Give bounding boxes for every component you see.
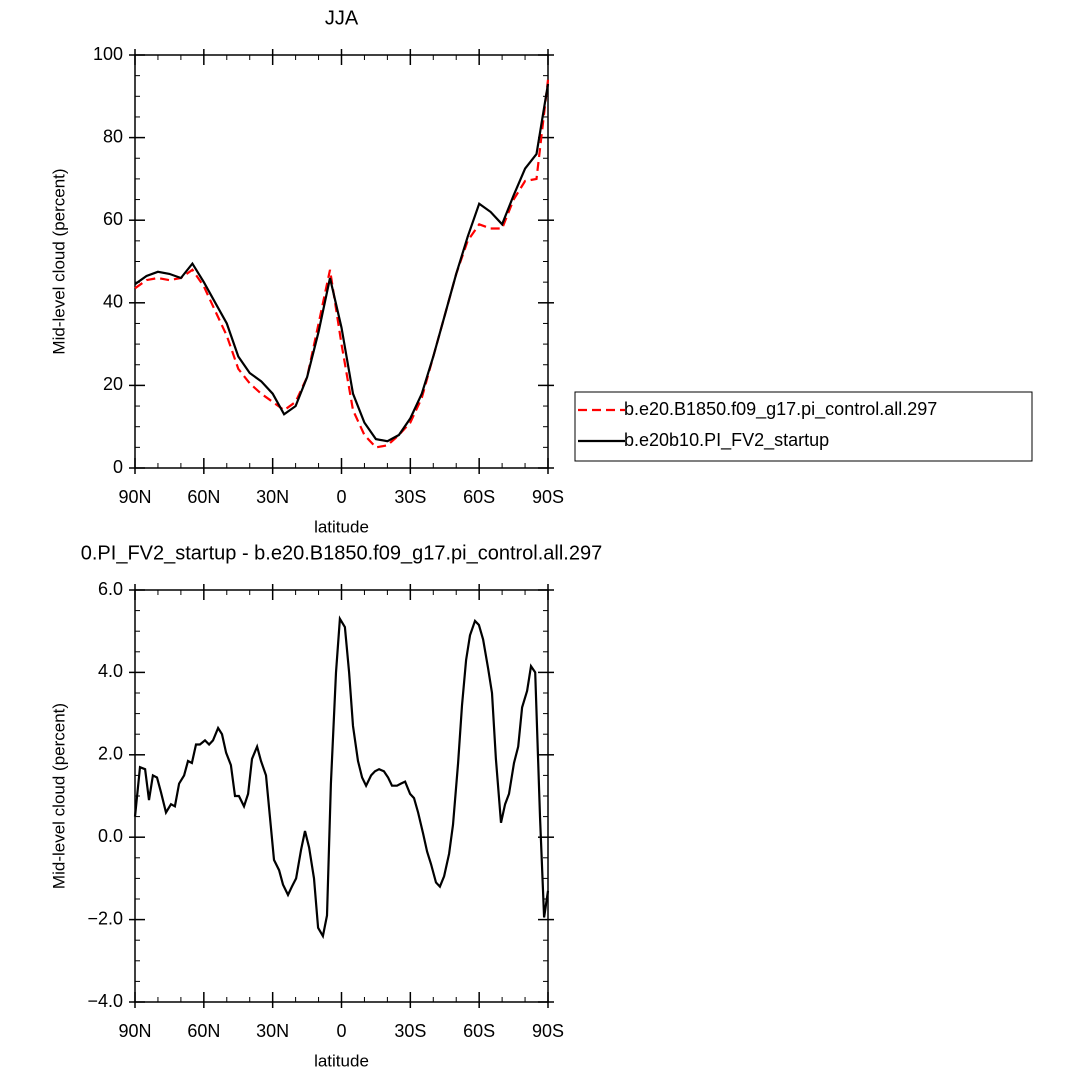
y-tick-label: 100: [93, 44, 123, 64]
y-axis-label: Mid-level cloud (percent): [49, 703, 68, 889]
x-tick-label: 60N: [187, 1021, 220, 1041]
y-axis-label: Mid-level cloud (percent): [49, 168, 68, 354]
data-line: [134, 79, 550, 449]
x-tick-label: 0: [336, 1021, 346, 1041]
y-tick-label: −4.0: [87, 991, 123, 1011]
legend-label: b.e20b10.PI_FV2_startup: [624, 430, 829, 451]
legend-label: b.e20.B1850.f09_g17.pi_control.all.297: [624, 399, 937, 420]
y-tick-label: 40: [103, 292, 123, 312]
x-axis-label: latitude: [314, 517, 369, 536]
y-tick-label: 60: [103, 209, 123, 229]
x-tick-label: 60S: [463, 1021, 495, 1041]
y-tick-label: 80: [103, 126, 123, 146]
x-tick-label: 30N: [256, 487, 289, 507]
x-tick-label: 90N: [118, 1021, 151, 1041]
x-tick-label: 60N: [187, 487, 220, 507]
y-tick-label: −2.0: [87, 908, 123, 928]
x-tick-label: 0: [336, 487, 346, 507]
plot-frame: [134, 589, 549, 1003]
y-tick-label: 2.0: [98, 744, 123, 764]
x-tick-label: 90S: [532, 487, 564, 507]
x-tick-label: 90S: [532, 1021, 564, 1041]
y-tick-label: 0: [113, 457, 123, 477]
x-tick-label: 30S: [394, 1021, 426, 1041]
plot-frame: [134, 54, 549, 469]
x-axis-label: latitude: [314, 1051, 369, 1070]
x-tick-label: 30S: [394, 487, 426, 507]
chart-title: 0.PI_FV2_startup - b.e20.B1850.f09_g17.p…: [81, 542, 602, 564]
legend-box: [574, 391, 1033, 462]
chart-title: JJA: [325, 7, 359, 29]
data-line: [133, 615, 550, 940]
y-tick-label: 4.0: [98, 661, 123, 681]
x-tick-label: 90N: [118, 487, 151, 507]
x-tick-label: 60S: [463, 487, 495, 507]
x-tick-label: 30N: [256, 1021, 289, 1041]
y-tick-label: 6.0: [98, 579, 123, 599]
y-tick-label: 0.0: [98, 826, 123, 846]
data-line: [134, 83, 550, 443]
y-tick-label: 20: [103, 374, 123, 394]
